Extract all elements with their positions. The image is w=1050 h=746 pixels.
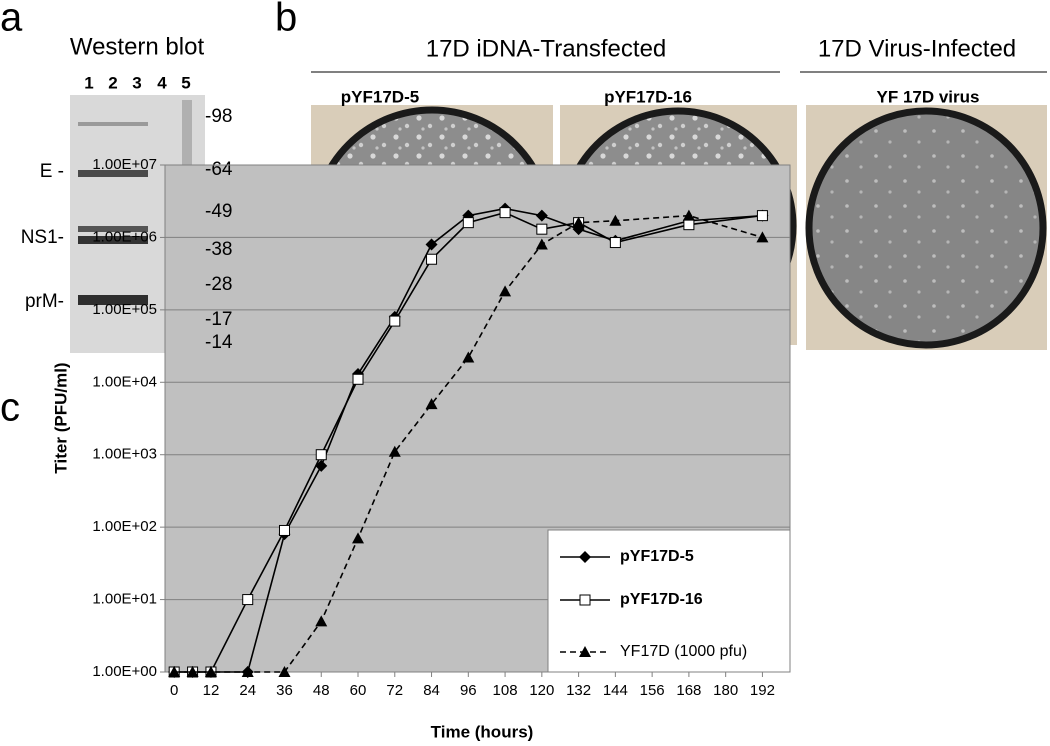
panel-title: Western blot (70, 33, 205, 60)
lane-label: 3 (132, 73, 141, 92)
x-tick-label: 108 (493, 682, 518, 699)
series-line (174, 211, 763, 673)
marker-label: -38 (205, 239, 232, 260)
y-tick-label: 1.00E+04 (92, 373, 157, 390)
marker (278, 666, 291, 677)
marker (315, 459, 328, 472)
marker (499, 207, 511, 219)
x-tick-label: 72 (386, 682, 403, 699)
y-tick-label: 1.00E+06 (92, 228, 157, 245)
marker-label: -64 (205, 159, 233, 180)
lane-label: 5 (181, 73, 190, 92)
band-label: E - (40, 161, 64, 182)
marker (425, 398, 438, 410)
well-image (805, 105, 1047, 350)
well-label: pYF17D-5 (341, 87, 419, 106)
band-label: prM- (25, 291, 64, 312)
x-axis-title: Time (hours) (431, 722, 534, 741)
marker-label: -98 (205, 106, 232, 127)
panel-letter: c (0, 386, 20, 430)
marker (756, 231, 769, 243)
marker (168, 666, 181, 677)
marker (352, 532, 365, 544)
y-tick-label: 1.00E+05 (92, 301, 157, 318)
marker (278, 524, 290, 536)
marker (682, 209, 695, 221)
series-line (174, 214, 763, 673)
x-tick-label: 168 (676, 682, 701, 699)
y-tick-label: 1.00E+07 (92, 156, 157, 173)
panel-letter: b (275, 0, 297, 40)
marker (389, 315, 401, 327)
marker (535, 209, 548, 222)
x-tick-label: 156 (640, 682, 665, 699)
marker (683, 219, 695, 231)
legend-marker (579, 551, 591, 563)
legend-marker (579, 646, 591, 657)
well-label: YF 17D virus (877, 87, 980, 106)
x-tick-label: 132 (566, 682, 591, 699)
x-tick-label: 120 (529, 682, 554, 699)
x-tick-label: 48 (313, 682, 330, 699)
x-tick-label: 192 (750, 682, 775, 699)
marker (315, 449, 327, 461)
marker (462, 217, 474, 229)
marker (315, 615, 328, 627)
lane-label: 1 (84, 73, 93, 92)
y-tick-label: 1.00E+02 (92, 518, 157, 535)
marker (425, 238, 438, 251)
marker (535, 238, 548, 250)
x-tick-label: 12 (203, 682, 220, 699)
x-tick-label: 84 (423, 682, 440, 699)
marker-label: -17 (205, 309, 232, 330)
marker-label: -49 (205, 201, 232, 222)
x-tick-label: 180 (713, 682, 738, 699)
band-label: NS1- (21, 227, 64, 248)
marker (426, 253, 438, 265)
lane-label: 4 (157, 73, 167, 92)
legend-label: pYF17D-5 (620, 548, 694, 565)
x-tick-label: 96 (460, 682, 477, 699)
group-title: 17D Virus-Infected (818, 35, 1016, 62)
marker (352, 373, 364, 385)
marker-label: -14 (205, 332, 233, 353)
well-label: pYF17D-16 (604, 87, 692, 106)
x-tick-label: 144 (603, 682, 628, 699)
marker (388, 445, 401, 457)
x-tick-label: 60 (350, 682, 367, 699)
y-axis-title: Titer (PFU/ml) (51, 362, 70, 473)
panel-letter: a (0, 0, 23, 40)
marker (186, 666, 199, 677)
y-tick-label: 1.00E+00 (92, 663, 157, 680)
marker (756, 210, 768, 222)
marker (499, 285, 512, 297)
legend-marker (579, 594, 591, 606)
marker (609, 237, 621, 249)
marker (609, 214, 622, 226)
x-tick-label: 36 (276, 682, 293, 699)
y-tick-label: 1.00E+03 (92, 446, 157, 463)
y-tick-label: 1.00E+01 (92, 591, 157, 608)
marker (242, 594, 254, 606)
x-tick-label: 0 (170, 682, 178, 699)
marker-label: -28 (205, 274, 232, 295)
lane-label: 2 (108, 73, 117, 92)
marker (204, 666, 217, 677)
group-title: 17D iDNA-Transfected (426, 35, 667, 62)
marker (572, 216, 585, 228)
marker (462, 351, 475, 363)
legend-label: pYF17D-16 (620, 591, 703, 608)
marker (241, 666, 254, 677)
marker (536, 223, 548, 235)
legend-label: YF17D (1000 pfu) (620, 643, 747, 660)
x-tick-label: 24 (239, 682, 256, 699)
